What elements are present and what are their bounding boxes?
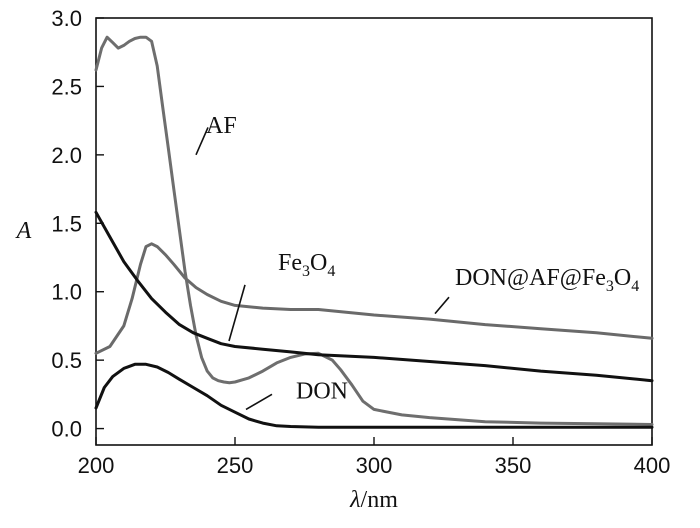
x-tick-label: 350 — [495, 453, 532, 478]
y-tick-label: 1.5 — [51, 211, 82, 236]
chart-axes: 200 250 300 350 400 0.0 0.5 1.0 1.5 2.0 2.5 3.0 — [51, 6, 670, 478]
y-tick-label: 2.5 — [51, 74, 82, 99]
y-tick-label: 0.5 — [51, 348, 82, 373]
annotation-leader-don-af-fe3o4 — [434, 296, 450, 315]
annotation-label-don-af-fe3o4: DON@AF@Fe3O4 — [455, 265, 639, 295]
x-axis-title: λ/nm — [349, 487, 398, 513]
x-axis-unit: /nm — [361, 487, 399, 513]
annotation-subscript: 3 — [302, 263, 310, 280]
y-axis-title: A — [15, 218, 32, 244]
chart-series — [94, 35, 654, 429]
annotation-label-fe3o4: Fe3O4 — [278, 250, 335, 280]
y-tick-label: 0.0 — [51, 417, 82, 442]
annotation-leader-af — [195, 127, 209, 156]
x-tick-label: 400 — [634, 453, 671, 478]
annotation-text: Fe — [278, 250, 302, 276]
annotation-text: O — [614, 265, 631, 291]
series-line-don-af-fe3o4 — [94, 242, 654, 355]
annotation-text: AF — [206, 113, 237, 139]
annotation-subscript: 4 — [327, 263, 335, 280]
annotation-leader-fe3o4 — [228, 284, 246, 342]
annotation-text: DON — [296, 378, 348, 404]
series-line-don — [94, 362, 654, 429]
y-tick-label: 1.0 — [51, 280, 82, 305]
annotation-label-don: DON — [296, 378, 348, 404]
x-tick-label: 250 — [217, 453, 254, 478]
annotation-subscript: 4 — [631, 278, 639, 295]
annotation-text: O — [310, 250, 327, 276]
annotation-text: DON@AF@Fe — [455, 265, 606, 291]
series-line-fe3o4 — [94, 210, 654, 383]
series-line-af — [94, 35, 654, 426]
annotation-leader-don — [245, 393, 273, 411]
annotation-subscript: 3 — [606, 278, 614, 295]
y-tick-label: 3.0 — [51, 6, 82, 31]
annotation-label-af: AF — [206, 113, 237, 139]
y-tick-label: 2.0 — [51, 143, 82, 168]
x-axis-symbol: λ — [349, 487, 360, 513]
x-tick-label: 300 — [356, 453, 393, 478]
x-tick-label: 200 — [78, 453, 115, 478]
